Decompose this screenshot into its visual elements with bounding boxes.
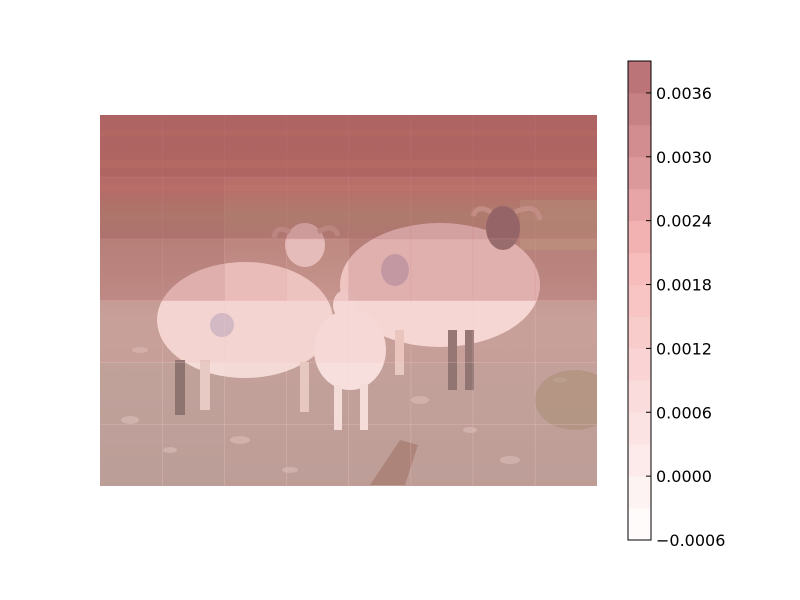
colorbar-band	[628, 252, 651, 285]
heatmap-cell	[100, 300, 163, 363]
heatmap-cell	[534, 424, 597, 486]
heatmap-cell	[286, 115, 350, 178]
heatmap-cell	[224, 424, 287, 486]
heatmap-cell	[410, 115, 474, 178]
heatmap-cell	[162, 238, 225, 301]
heatmap-cell	[348, 362, 412, 425]
colorbar-bands	[628, 61, 651, 541]
colorbar-tick-label: 0.0018	[656, 276, 712, 295]
heatmap-cell	[162, 300, 225, 363]
colorbar-tick-label: 0.0030	[656, 148, 712, 167]
heatmap-cell	[472, 300, 536, 363]
heatmap-cell	[286, 238, 350, 301]
heatmap-cell	[410, 300, 474, 363]
heatmap-cell	[162, 424, 225, 486]
colorbar-band	[628, 412, 651, 445]
colorbar-band	[628, 156, 651, 190]
heatmap-cell	[224, 176, 287, 240]
colorbar-tick-label: 0.0024	[656, 212, 712, 231]
colorbar: −0.0006 0.0000 0.0006 0.0012 0.0018 0.0024 0.0…	[627, 60, 725, 550]
colorbar-tick-label: 0.0000	[656, 467, 712, 486]
heatmap-cell	[100, 176, 163, 240]
heatmap-cell	[224, 300, 287, 363]
heatmap-cell	[472, 362, 536, 425]
colorbar-band	[628, 61, 651, 94]
heatmap-cell	[534, 115, 597, 178]
heatmap-cell	[472, 176, 536, 240]
heatmap-cell	[348, 176, 412, 240]
heatmap-cell	[286, 424, 350, 486]
heatmap-cell	[100, 115, 163, 178]
heatmap-cell	[162, 176, 225, 240]
heatmap-cell	[224, 115, 287, 178]
colorbar-band	[628, 188, 651, 222]
heatmap-cell	[100, 362, 163, 425]
colorbar-band	[628, 348, 651, 381]
colorbar-band	[628, 92, 651, 126]
colorbar-band	[628, 316, 651, 349]
colorbar-tick-label: 0.0036	[656, 84, 712, 103]
colorbar-band	[628, 476, 651, 509]
heatmap-cell	[286, 362, 350, 425]
colorbar-frame	[627, 60, 652, 541]
heatmap-cell	[472, 424, 536, 486]
heatmap-cell	[162, 362, 225, 425]
heatmap-cell	[286, 176, 350, 240]
heatmap-cell	[534, 362, 597, 425]
colorbar-band	[628, 380, 651, 413]
heatmap-cell	[410, 176, 474, 240]
colorbar-ticks: −0.0006 0.0000 0.0006 0.0012 0.0018 0.0024 0.0…	[646, 84, 725, 550]
heatmap-cell	[410, 362, 474, 425]
heatmap-cell	[224, 362, 287, 425]
heatmap-cell	[348, 238, 412, 301]
colorbar-tick-label: −0.0006	[656, 531, 725, 550]
heatmap-cell	[224, 238, 287, 301]
heatmap-cell	[162, 115, 225, 178]
colorbar-band	[628, 284, 651, 317]
colorbar-band	[628, 508, 651, 541]
heatmap-cell	[286, 300, 350, 363]
heatmap-cell	[348, 424, 412, 486]
heatmap-cell	[100, 238, 163, 301]
heatmap-cell	[410, 238, 474, 301]
heatmap-cell	[348, 115, 412, 178]
heatmap-cell	[410, 424, 474, 486]
colorbar-tick-label: 0.0006	[656, 403, 712, 422]
heatmap-cell	[534, 176, 597, 240]
colorbar-band	[628, 124, 651, 158]
heatmap-cell	[534, 300, 597, 363]
heatmap-overlay	[100, 115, 597, 486]
heatmap-cell	[100, 424, 163, 486]
heatmap-cell	[348, 300, 412, 363]
heatmap-cell	[472, 238, 536, 301]
colorbar-tick-label: 0.0012	[656, 339, 712, 358]
heatmap-cell	[472, 115, 536, 178]
heatmap-cell	[534, 238, 597, 301]
colorbar-band	[628, 220, 651, 253]
colorbar-band	[628, 444, 651, 477]
